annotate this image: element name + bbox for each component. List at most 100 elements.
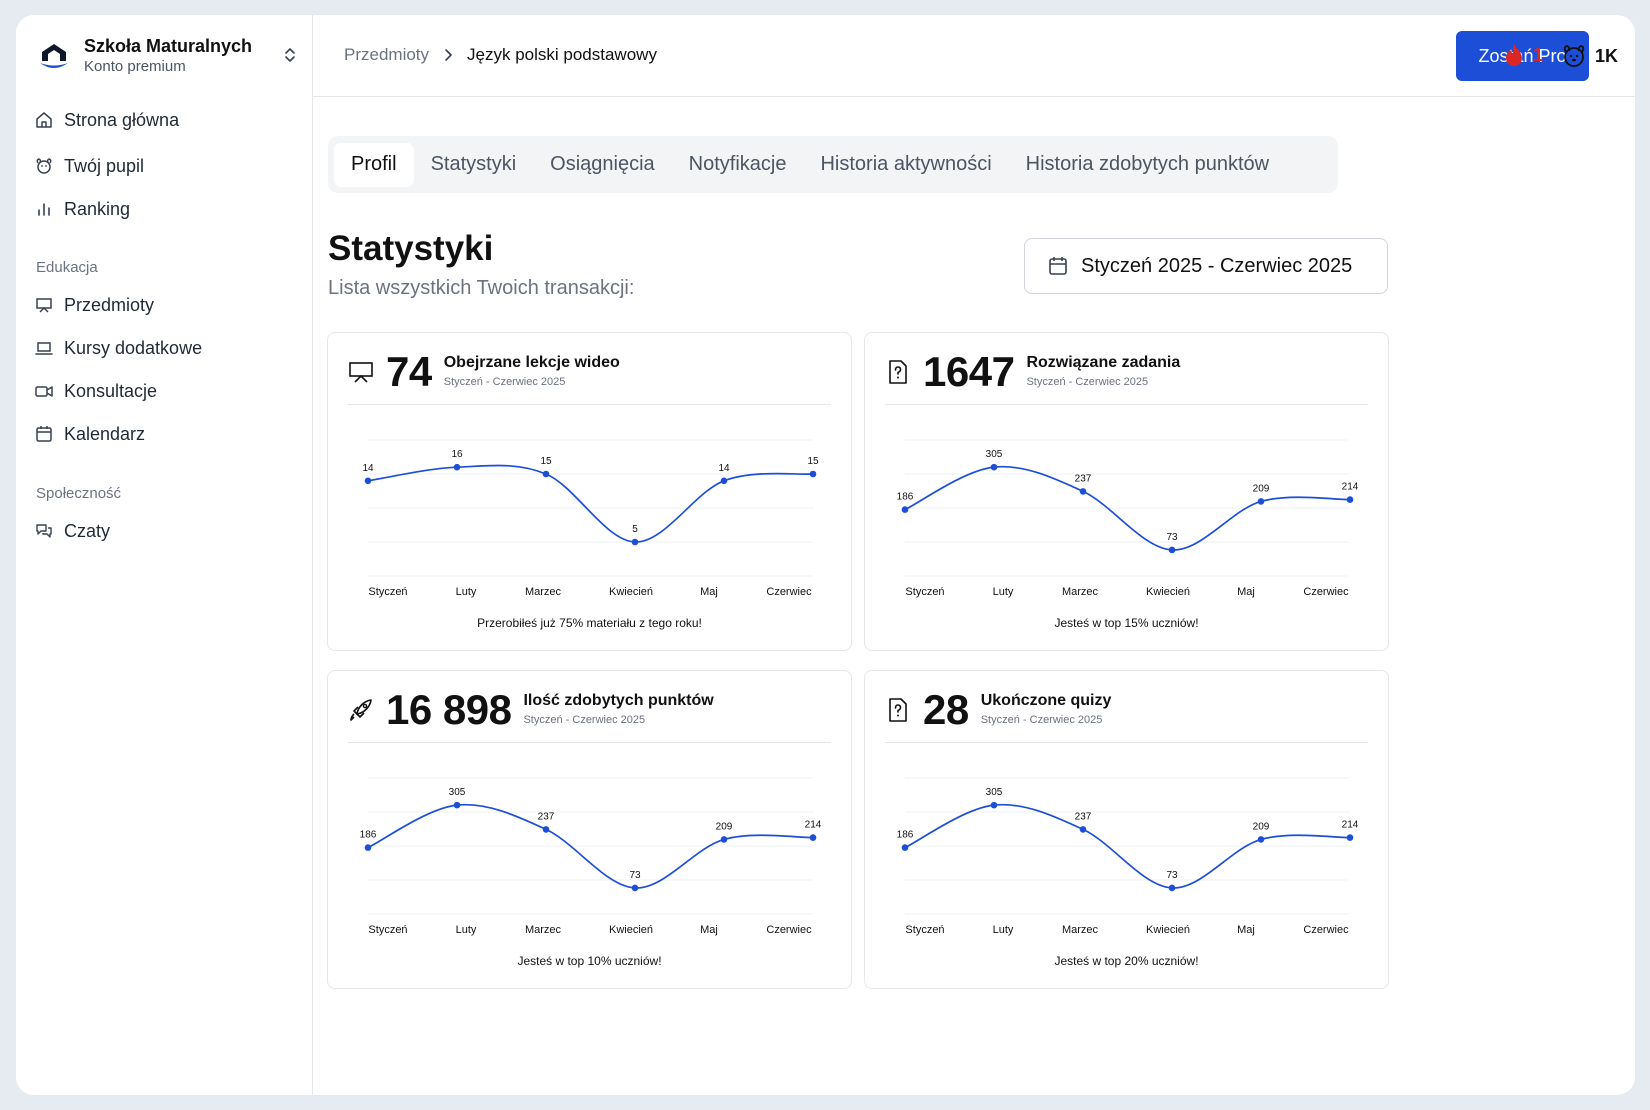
data-label: 73 — [1166, 532, 1178, 543]
x-tick-label: Kwiecień — [609, 586, 653, 598]
ranking-icon — [38, 203, 50, 216]
data-point[interactable] — [542, 826, 550, 833]
streak-counter[interactable]: 1 — [1503, 43, 1543, 67]
data-label: 237 — [1075, 473, 1092, 484]
stat-period: Styczeń - Czerwiec 2025 — [523, 714, 646, 726]
data-label: 237 — [538, 811, 555, 822]
sidebar-item-chats[interactable]: Czaty — [34, 516, 110, 546]
presentation-icon — [349, 362, 373, 383]
data-point[interactable] — [1079, 488, 1087, 495]
flame-icon — [1506, 44, 1522, 66]
data-point[interactable] — [1257, 498, 1265, 505]
data-label: 209 — [1253, 821, 1270, 832]
data-point[interactable] — [1257, 836, 1265, 843]
pet-icon — [36, 158, 52, 174]
data-label: 209 — [1253, 483, 1270, 494]
series-line — [904, 803, 1351, 889]
data-point[interactable] — [364, 844, 372, 851]
stat-period: Styczeń - Czerwiec 2025 — [443, 376, 566, 388]
upgrade-pro-button[interactable]: Zostań Pro — [1456, 31, 1589, 81]
breadcrumb: Przedmioty Język polski podstawowy — [344, 45, 657, 65]
data-label: 214 — [805, 820, 822, 831]
sidebar: Szkoła Maturalnych Konto premium Strona … — [16, 15, 313, 1095]
sidebar-item-home[interactable]: Strona główna — [34, 105, 179, 135]
question-file-icon — [889, 360, 907, 384]
brand-switcher[interactable]: Szkoła Maturalnych Konto premium — [38, 35, 298, 91]
breadcrumb-current: Język polski podstawowy — [467, 45, 657, 64]
stat-number: 74 — [386, 348, 432, 395]
tab-achievements[interactable]: Osiągnięcia — [550, 153, 655, 175]
data-point[interactable] — [631, 538, 639, 546]
data-point[interactable] — [809, 470, 817, 478]
stat-footer: Przerobiłeś już 75% materiału z tego rok… — [477, 616, 702, 630]
date-range-picker[interactable]: Styczeń 2025 - Czerwiec 2025 — [1024, 238, 1388, 294]
data-label: 14 — [362, 463, 374, 474]
home-icon — [36, 112, 52, 128]
data-point[interactable] — [631, 884, 639, 892]
sidebar-item-label: Kalendarz — [64, 423, 146, 444]
tab-statistics[interactable]: Statystyki — [430, 153, 517, 175]
data-point[interactable] — [364, 477, 372, 485]
sidebar-item-label: Twój pupil — [64, 155, 145, 176]
stat-title: Obejrzane lekcje wideo — [443, 354, 620, 371]
data-label: 186 — [360, 830, 377, 841]
stat-title: Ilość zdobytych punktów — [523, 692, 714, 709]
data-point[interactable] — [1346, 496, 1354, 503]
sidebar-item-consultations[interactable]: Konsultacje — [34, 376, 157, 406]
tab-activity-history[interactable]: Historia aktywności — [820, 153, 992, 175]
data-point[interactable] — [720, 836, 728, 843]
data-label: 214 — [1342, 820, 1359, 831]
sidebar-item-label: Czaty — [64, 520, 111, 541]
breadcrumb-subjects[interactable]: Przedmioty — [344, 45, 430, 64]
sidebar-item-pet[interactable]: Twój pupil — [34, 151, 144, 181]
data-point[interactable] — [1079, 826, 1087, 833]
stat-card-video-lessons: 74 Obejrzane lekcje wideo Styczeń - Czer… — [327, 332, 852, 651]
x-tick-label: Czerwiec — [1303, 924, 1349, 936]
data-point[interactable] — [1346, 834, 1354, 841]
sidebar-item-label: Ranking — [64, 198, 131, 219]
calendar-icon — [36, 426, 52, 442]
card-header: 1647 Rozwiązane zadania Styczeń - Czerwi… — [885, 351, 1368, 405]
data-point[interactable] — [809, 834, 817, 841]
brand-account-type: Konto premium — [84, 58, 186, 75]
stat-footer: Jesteś w top 10% uczniów! — [517, 954, 662, 968]
sidebar-item-label: Strona główna — [64, 109, 180, 130]
calendar-icon — [1049, 257, 1067, 275]
chevron-up-down-icon[interactable] — [282, 45, 298, 65]
app-window: Szkoła Maturalnych Konto premium Strona … — [16, 15, 1635, 1095]
sidebar-item-calendar[interactable]: Kalendarz — [34, 419, 145, 449]
x-tick-label: Maj — [1237, 924, 1255, 936]
stat-footer: Jesteś w top 15% uczniów! — [1054, 616, 1199, 630]
x-tick-label: Luty — [993, 924, 1014, 936]
data-point[interactable] — [453, 463, 461, 471]
data-point[interactable] — [1168, 884, 1176, 892]
pet-points[interactable]: 1K — [1561, 43, 1618, 69]
sidebar-item-ranking[interactable]: Ranking — [34, 194, 130, 224]
x-tick-label: Styczeń — [368, 586, 407, 598]
sidebar-item-subjects[interactable]: Przedmioty — [34, 290, 154, 320]
x-tick-label: Maj — [700, 586, 718, 598]
data-point[interactable] — [990, 463, 998, 471]
card-header: 74 Obejrzane lekcje wideo Styczeń - Czer… — [348, 351, 831, 405]
data-label: 237 — [1075, 811, 1092, 822]
data-label: 16 — [451, 449, 463, 460]
data-point[interactable] — [901, 506, 909, 513]
chat-icon — [36, 524, 52, 538]
tab-points-history[interactable]: Historia zdobytych punktów — [1025, 153, 1270, 175]
data-point[interactable] — [990, 801, 998, 809]
data-label: 186 — [897, 830, 914, 841]
data-point[interactable] — [542, 470, 550, 478]
stat-title: Rozwiązane zadania — [1026, 354, 1181, 371]
laptop-icon — [35, 342, 53, 355]
data-point[interactable] — [1168, 546, 1176, 554]
data-point[interactable] — [720, 477, 728, 485]
data-label: 186 — [897, 492, 914, 503]
data-point[interactable] — [453, 801, 461, 809]
data-point[interactable] — [901, 844, 909, 851]
sidebar-item-courses[interactable]: Kursy dodatkowe — [34, 333, 202, 363]
tab-profile[interactable]: Profil — [334, 142, 414, 187]
tab-notifications[interactable]: Notyfikacje — [688, 153, 787, 175]
x-tick-label: Luty — [456, 924, 477, 936]
x-tick-label: Styczeń — [905, 924, 944, 936]
data-label: 305 — [449, 787, 466, 798]
